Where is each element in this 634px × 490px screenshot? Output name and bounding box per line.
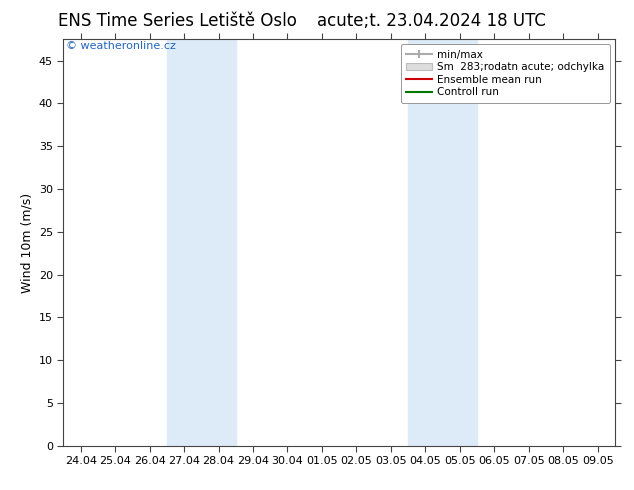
Text: acute;t. 23.04.2024 18 UTC: acute;t. 23.04.2024 18 UTC xyxy=(316,12,546,30)
Y-axis label: Wind 10m (m/s): Wind 10m (m/s) xyxy=(20,193,34,293)
Text: ENS Time Series Letiště Oslo: ENS Time Series Letiště Oslo xyxy=(58,12,297,30)
Text: © weatheronline.cz: © weatheronline.cz xyxy=(66,41,176,51)
Bar xyxy=(408,39,477,446)
Bar xyxy=(167,39,236,446)
Legend: min/max, Sm  283;rodatn acute; odchylka, Ensemble mean run, Controll run: min/max, Sm 283;rodatn acute; odchylka, … xyxy=(401,45,610,102)
